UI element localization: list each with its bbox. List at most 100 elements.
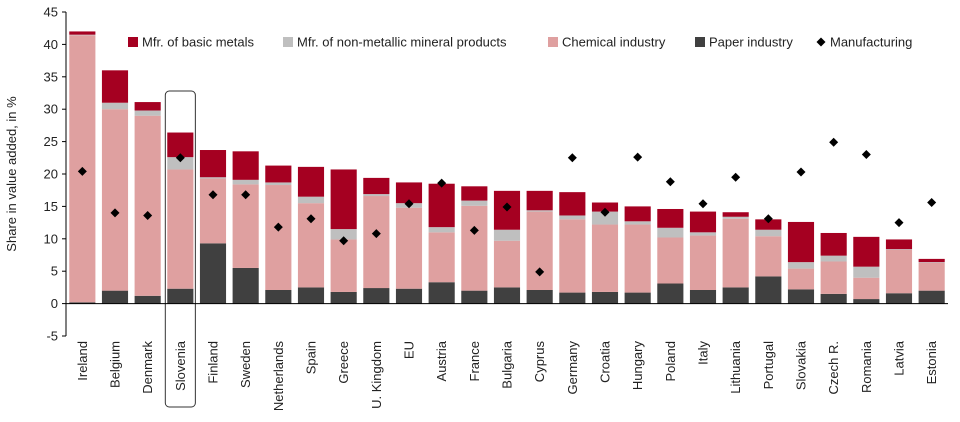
bar-mfr-of-non-metallic-mineral-products-denmark [134, 110, 161, 116]
bar-mfr-of-non-metallic-mineral-products-austria [428, 227, 455, 233]
bar-mfr-of-basic-metals-croatia [591, 202, 619, 212]
marker-manufacturing-finland [208, 190, 218, 200]
bar-mfr-of-basic-metals-slovakia [787, 221, 815, 263]
bar-mfr-of-basic-metals-spain [297, 166, 325, 197]
x-tick-label-latvia: Latvia [892, 340, 907, 375]
y-tick-label: 15 [44, 199, 58, 214]
legend-swatch-chemical-industry [548, 37, 558, 47]
bar-mfr-of-non-metallic-mineral-products-spain [297, 196, 325, 204]
x-tick-label-sweden: Sweden [238, 341, 253, 388]
bar-mfr-of-non-metallic-mineral-products-italy [689, 232, 717, 236]
bar-paper-industry-eu [395, 288, 423, 304]
x-tick-label-spain: Spain [304, 341, 319, 374]
bar-mfr-of-basic-metals-portugal [755, 219, 782, 230]
marker-manufacturing-latvia [894, 218, 904, 228]
bar-mfr-of-non-metallic-mineral-products-hungary [624, 221, 651, 225]
bar-chemical-industry-eu [395, 207, 423, 289]
x-tick-label-cyprus: Cyprus [532, 341, 547, 383]
marker-manufacturing-portugal [763, 214, 773, 224]
bars-layer [69, 31, 945, 304]
marker-manufacturing-italy [698, 199, 708, 209]
y-tick-label: 30 [44, 102, 58, 117]
bar-mfr-of-non-metallic-mineral-products-slovakia [787, 262, 815, 269]
bar-mfr-of-non-metallic-mineral-products-finland [199, 177, 227, 179]
x-tick-label-greece: Greece [336, 341, 351, 384]
x-tick-label-eu: EU [402, 341, 417, 359]
bar-paper-industry-poland [657, 283, 684, 304]
bar-chemical-industry-greece [330, 239, 357, 292]
bar-paper-industry-austria [428, 282, 455, 304]
x-tick-label-czech-r: Czech R. [826, 341, 841, 394]
bar-paper-industry-france [461, 290, 488, 304]
bar-paper-industry-slovenia [167, 288, 194, 304]
marker-manufacturing-u-kingdom [371, 229, 381, 239]
marker-manufacturing-romania [861, 150, 871, 160]
bar-chemical-industry-lithuania [722, 218, 749, 288]
x-tick-label-u-kingdom: U. Kingdom [369, 341, 384, 409]
bar-mfr-of-basic-metals-finland [199, 150, 227, 178]
bar-mfr-of-basic-metals-belgium [101, 70, 129, 103]
marker-manufacturing-czech-r [829, 137, 839, 147]
y-tick-label: 35 [44, 69, 58, 84]
y-tick-label: -5 [46, 329, 58, 344]
x-tick-label-denmark: Denmark [140, 341, 155, 394]
bar-mfr-of-non-metallic-mineral-products-u-kingdom [363, 194, 390, 197]
bar-paper-industry-italy [689, 289, 717, 304]
axes-layer: -5 0 5 10 15 20 25 30 35 40 45 Ireland Belgium Denmar… [4, 5, 948, 411]
bar-mfr-of-basic-metals-denmark [134, 102, 161, 111]
highlight-box [164, 90, 196, 408]
bar-mfr-of-basic-metals-greece [330, 169, 357, 230]
x-tick-label-croatia: Croatia [598, 340, 613, 383]
bar-chemical-industry-latvia [885, 249, 913, 294]
legend-swatch-mfr-of-non-metallic-mineral-products [283, 37, 293, 47]
bar-chemical-industry-netherlands [265, 185, 292, 290]
bar-chemical-industry-u-kingdom [363, 196, 390, 289]
bar-paper-industry-u-kingdom [363, 288, 390, 304]
bar-paper-industry-greece [330, 291, 357, 304]
x-tick-label-hungary: Hungary [630, 341, 645, 391]
marker-manufacturing-sweden [241, 190, 251, 200]
legend-label-mfr-of-non-metallic-mineral-products: Mfr. of non-metallic mineral products [297, 35, 507, 50]
bar-paper-industry-portugal [755, 276, 782, 304]
bar-mfr-of-basic-metals-germany [559, 192, 586, 216]
bar-chemical-industry-slovenia [167, 169, 194, 289]
markers-layer [77, 137, 937, 277]
bar-mfr-of-non-metallic-mineral-products-portugal [755, 229, 782, 237]
y-tick-label: 5 [51, 264, 58, 279]
bar-mfr-of-basic-metals-hungary [624, 206, 651, 222]
marker-manufacturing-france [469, 225, 479, 235]
legend-label-manufacturing: Manufacturing [830, 35, 912, 50]
bar-paper-industry-finland [199, 243, 227, 304]
x-tick-label-austria: Austria [434, 340, 449, 381]
x-tick-label-estonia: Estonia [924, 340, 939, 384]
bar-paper-industry-hungary [624, 292, 651, 304]
legend-label-mfr-of-basic-metals: Mfr. of basic metals [142, 35, 254, 50]
y-tick-label: 0 [51, 296, 58, 311]
x-tick-label-france: France [467, 341, 482, 381]
marker-manufacturing-poland [665, 177, 675, 187]
bar-mfr-of-non-metallic-mineral-products-slovenia [167, 157, 194, 170]
legend-swatch-mfr-of-basic-metals [128, 37, 138, 47]
bar-mfr-of-basic-metals-lithuania [722, 212, 749, 217]
bar-mfr-of-non-metallic-mineral-products-greece [330, 229, 357, 240]
bar-mfr-of-basic-metals-france [461, 186, 488, 201]
bar-paper-industry-romania [853, 299, 880, 304]
bar-chemical-industry-croatia [591, 224, 619, 292]
marker-manufacturing-cyprus [535, 267, 545, 277]
bar-chemical-industry-france [461, 205, 488, 291]
x-tick-label-slovenia: Slovenia [173, 340, 188, 391]
bar-mfr-of-non-metallic-mineral-products-poland [657, 227, 684, 238]
bar-paper-industry-czech-r [820, 293, 847, 304]
bar-mfr-of-non-metallic-mineral-products-germany [559, 215, 586, 220]
bar-mfr-of-non-metallic-mineral-products-croatia [591, 211, 619, 225]
bar-mfr-of-non-metallic-mineral-products-cyprus [526, 210, 553, 212]
bar-chemical-industry-slovakia [787, 268, 815, 290]
bar-mfr-of-non-metallic-mineral-products-bulgaria [493, 229, 521, 241]
marker-manufacturing-austria [437, 178, 447, 188]
bar-chemical-industry-italy [689, 235, 717, 290]
y-tick-label: 45 [44, 5, 58, 20]
bar-mfr-of-basic-metals-latvia [885, 239, 913, 250]
marker-manufacturing-bulgaria [502, 202, 512, 212]
bar-mfr-of-basic-metals-sweden [232, 151, 259, 180]
